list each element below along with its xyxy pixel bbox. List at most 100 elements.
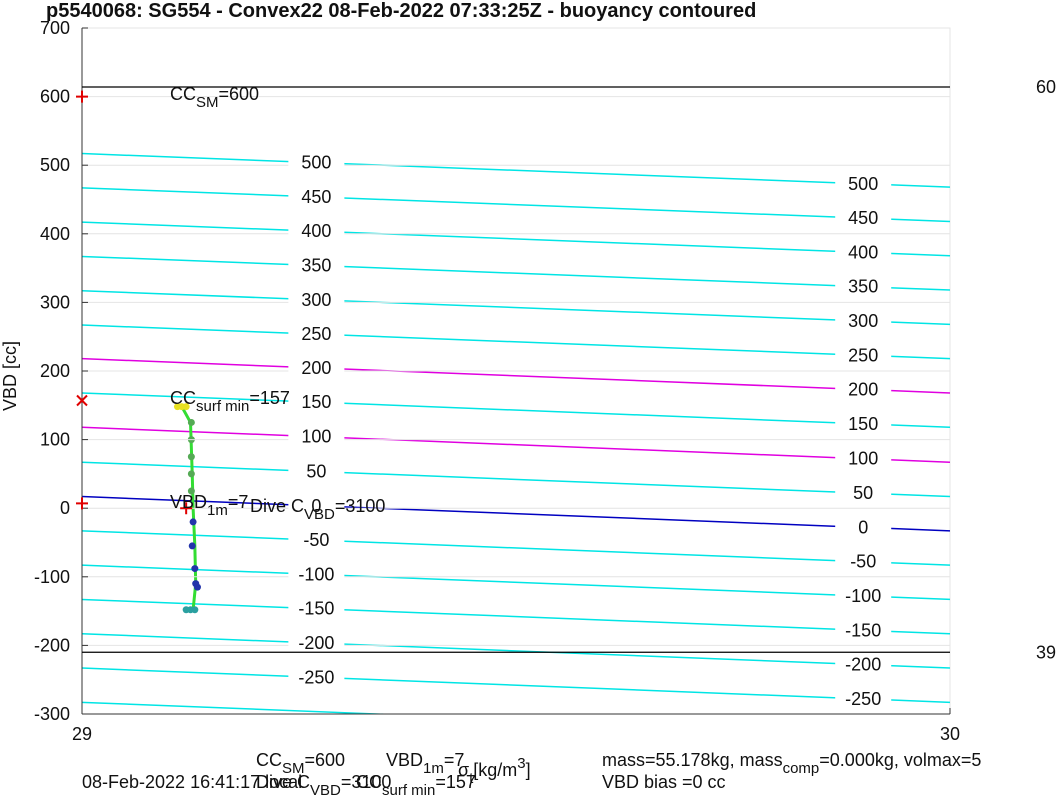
contour-label-bg [288,495,345,516]
contour-label: 250 [301,324,331,344]
y-axis-label: VBD [cc] [0,341,20,411]
contour-label: 100 [848,449,878,469]
contour-label-bg [835,586,892,607]
contour-label: 500 [301,153,331,173]
contour-label: 100 [301,427,331,447]
contour-label: 300 [848,311,878,331]
marker [76,394,88,407]
y-tick-label: 0 [60,498,70,518]
contour-line [82,667,950,704]
label-part: CC [356,772,382,792]
contour-label-bg [835,654,892,675]
y-tick-label: -200 [34,635,70,655]
contour-label: -200 [298,633,334,653]
label-part: =7 [444,750,465,770]
y-tick-label: 300 [40,292,70,312]
label-part: =0.000kg, volmax=5 [819,750,981,770]
contour-label: -50 [850,552,876,572]
contour-label-bg [835,173,892,194]
label-part: =3100 [335,496,386,516]
contour-label-bg [288,461,345,482]
contour-label-bg [835,242,892,263]
label-part: SM [282,760,305,777]
y-tick-label: 100 [40,430,70,450]
point [187,418,195,426]
contour-label: 150 [848,414,878,434]
reference-label: 60 [1036,77,1056,97]
contour-label: 300 [301,290,331,310]
y-tick-label: 700 [40,18,70,38]
x-tick-label: 29 [72,724,92,744]
label-part: Dive C [256,772,310,792]
label-part: SM [196,94,219,111]
label-part: VBD [310,782,341,796]
label-part: CC [170,84,196,104]
y-tick-label: -300 [34,704,70,724]
point [187,470,195,478]
contour-label-bg [288,530,345,551]
contour-label-bg [288,426,345,447]
point [191,565,199,573]
contour-label: 200 [848,380,878,400]
contour-label: 350 [301,256,331,276]
contour-line [82,289,950,326]
label-part: =157 [435,772,476,792]
label-part: ] [526,760,531,780]
point [193,583,201,591]
contour-label: 450 [848,208,878,228]
contour-label: -250 [845,689,881,709]
label-part: surf min [196,398,249,415]
contour-label: 250 [848,345,878,365]
contour-label-bg [835,517,892,538]
contour-line [82,187,950,223]
point [191,606,199,614]
label-part: Dive C [250,496,304,516]
label-part: comp [783,760,820,777]
contour-label-bg [288,392,345,413]
point [182,403,190,411]
point [188,542,196,550]
contour-line [82,426,950,463]
contour-label-bg [288,564,345,585]
y-tick-label: 400 [40,224,70,244]
label-part: 1m [207,502,228,519]
contour-label: -150 [298,599,334,619]
contour-line [82,221,950,257]
contour-label: 0 [858,517,868,537]
y-tick-label: 600 [40,87,70,107]
contour-label: 150 [301,392,331,412]
contour-label-bg [835,345,892,366]
contour-label: 50 [306,461,326,481]
contour-label-bg [288,632,345,653]
contour-label-bg [288,152,345,173]
contour-label: -250 [298,667,334,687]
contour-label-bg [835,208,892,229]
contour-line [82,701,397,714]
contour-line [82,564,950,601]
reference-label: 39 [1036,642,1056,662]
label-part: 08-Feb-2022 16:41:17 local [82,772,302,792]
contour-line [82,495,950,532]
contour-line [82,324,950,360]
label-part: t [469,770,474,787]
contour-label-bg [835,379,892,400]
label-part: =600 [219,84,260,104]
label-part: σ [458,760,469,780]
label-part: mass=55.178kg, mass [602,750,783,770]
contour-label-bg [835,310,892,331]
contour-line [82,530,950,566]
contour-label: 0 [311,496,321,516]
label-part: VBD [170,492,207,512]
contour-line [82,392,950,429]
contour-label: 50 [853,483,873,503]
contour-line [82,598,950,635]
contour-label-bg [835,620,892,641]
contour-line [82,461,950,498]
contour-label-bg [288,357,345,378]
contour-label: 400 [301,221,331,241]
contour-label: -100 [298,564,334,584]
label-part: CC [170,388,196,408]
contour-label-bg [288,289,345,310]
